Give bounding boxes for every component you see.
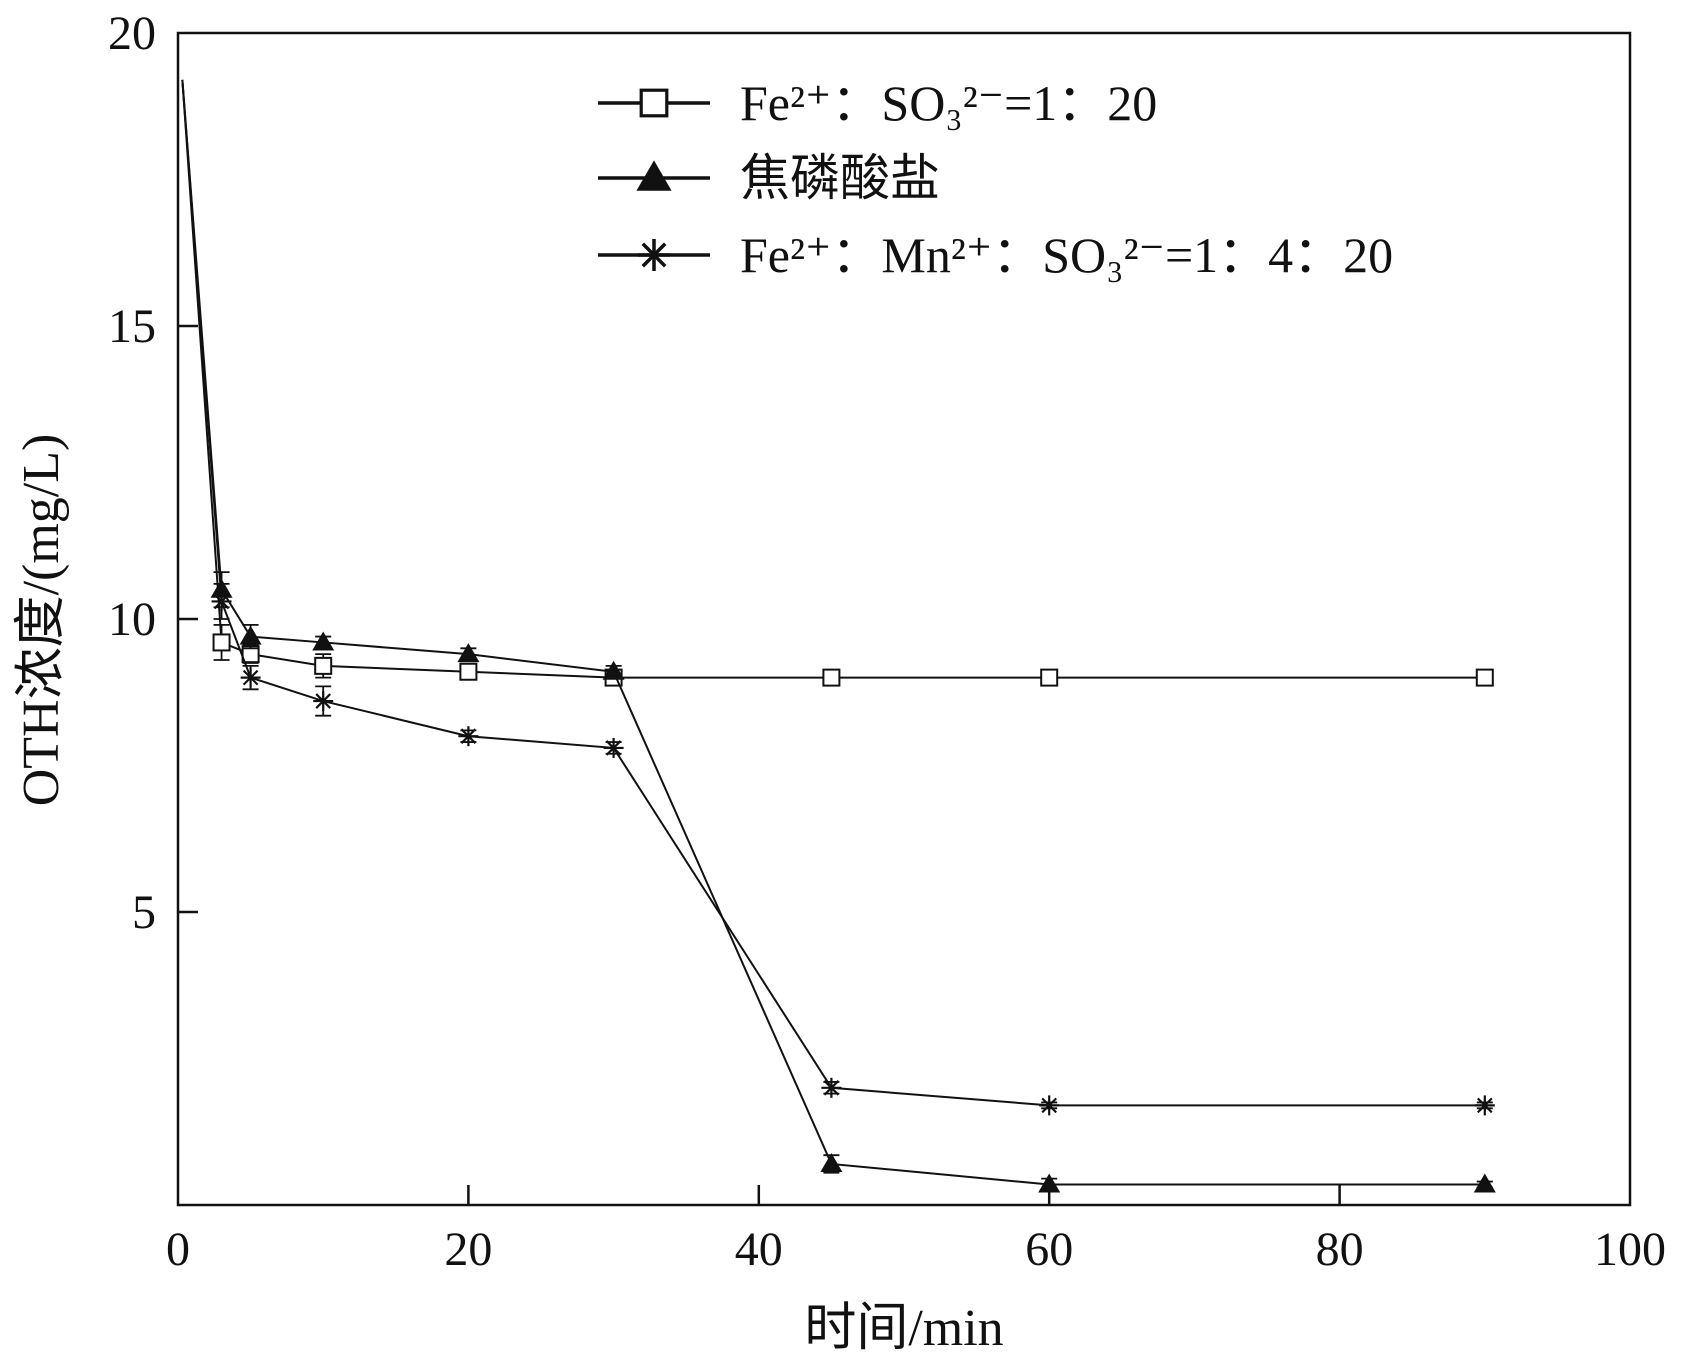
legend-entry-0: Fe²⁺：SO₃²⁻=1：20 (598, 75, 1157, 131)
y-tick-label-3: 20 (108, 7, 156, 60)
legend-entry-2: Fe²⁺：Mn²⁺：SO₃²⁻=1：4：20 (598, 227, 1393, 283)
legend-entry-1: 焦磷酸盐 (598, 150, 940, 206)
legend-label-2: Fe²⁺：Mn²⁺：SO₃²⁻=1：4：20 (740, 227, 1393, 283)
data-point-1-8 (1473, 1173, 1496, 1193)
x-tick-label-3: 60 (1025, 1223, 1073, 1276)
data-point-0-7 (1040, 668, 1059, 687)
data-point-2-8 (1474, 1095, 1495, 1116)
data-point-0-6 (822, 668, 841, 687)
x-tick-label-4: 80 (1316, 1223, 1364, 1276)
y-tick-label-1: 10 (108, 593, 156, 646)
data-point-0-1 (212, 633, 231, 652)
data-point-1-5 (602, 660, 625, 680)
data-point-1-2 (239, 625, 262, 645)
series-2 (181, 79, 1495, 1116)
x-axis-label: 时间/min (804, 1300, 1003, 1357)
legend-marker-2 (638, 239, 671, 272)
data-point-1-7 (1038, 1173, 1061, 1193)
data-point-2-3 (313, 691, 334, 712)
data-point-2-2 (240, 667, 261, 688)
x-tick-label-0: 0 (166, 1223, 190, 1276)
data-point-0-4 (459, 662, 478, 681)
plot-frame (176, 31, 1632, 1207)
data-point-2-7 (1039, 1095, 1060, 1116)
legend-label-1: 焦磷酸盐 (740, 150, 940, 206)
x-tick-label-1: 20 (444, 1223, 492, 1276)
x-tick-label-2: 40 (735, 1223, 783, 1276)
series-0 (181, 79, 1494, 687)
data-point-2-6 (821, 1077, 842, 1098)
y-tick-label-0: 5 (132, 886, 156, 939)
data-point-0-8 (1475, 668, 1494, 687)
y-tick-label-2: 15 (108, 300, 156, 353)
x-tick-label-5: 100 (1594, 1223, 1666, 1276)
data-point-2-4 (458, 726, 479, 747)
data-point-2-5 (603, 737, 624, 758)
data-point-2-1 (211, 591, 232, 612)
legend-marker-1 (636, 160, 672, 191)
data-point-0-3 (314, 656, 333, 675)
data-point-1-3 (312, 631, 335, 651)
legend-marker-0 (639, 88, 669, 118)
y-axis-label: OTH浓度/(mg/L) (13, 434, 70, 807)
series-layer (181, 79, 1496, 1193)
data-point-1-6 (820, 1152, 843, 1172)
legend-label-0: Fe²⁺：SO₃²⁻=1：20 (740, 75, 1157, 131)
axis-ticks: 0 20 40 60 80 100 5 10 15 20 (108, 7, 1666, 1276)
data-point-1-4 (457, 643, 480, 663)
legend: Fe²⁺：SO₃²⁻=1：20 焦磷酸盐 Fe²⁺：Mn²⁺：SO₃²⁻=1：4：2… (598, 75, 1393, 283)
